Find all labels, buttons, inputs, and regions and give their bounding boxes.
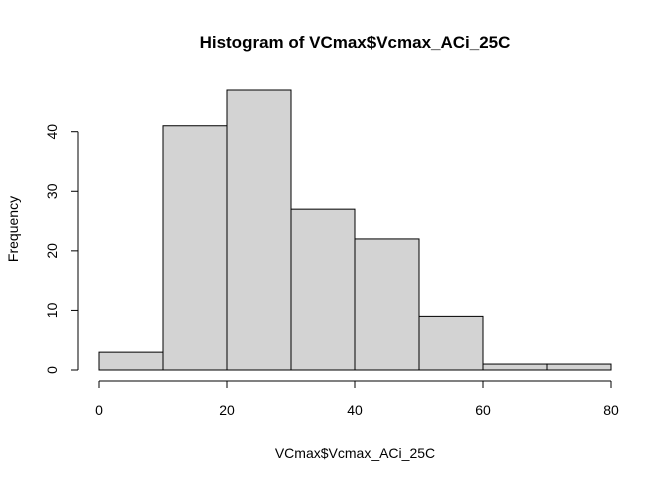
y-tick-label: 40 xyxy=(44,124,60,140)
y-tick-label: 0 xyxy=(44,366,60,374)
chart-title: Histogram of VCmax$Vcmax_ACi_25C xyxy=(200,33,511,52)
x-tick-label: 0 xyxy=(95,402,103,418)
y-axis: 0 10 20 30 40 xyxy=(44,124,79,374)
histogram-bar-6 xyxy=(482,363,548,371)
x-tick-label: 60 xyxy=(475,402,491,418)
histogram-bar-0 xyxy=(98,351,164,371)
x-axis-title: VCmax$Vcmax_ACi_25C xyxy=(275,445,435,461)
y-tick-label: 10 xyxy=(44,302,60,318)
histogram-bar-5 xyxy=(418,315,484,371)
x-axis: 0 20 40 60 80 xyxy=(95,380,619,418)
histogram-bar-3 xyxy=(290,208,356,371)
histogram-bar-1 xyxy=(162,125,228,371)
histogram-bar-7 xyxy=(546,363,612,371)
histogram-bars xyxy=(98,89,612,371)
y-axis-title: Frequency xyxy=(5,196,21,262)
y-tick-label: 30 xyxy=(44,183,60,199)
x-tick-label: 80 xyxy=(603,402,619,418)
x-tick-label: 20 xyxy=(219,402,235,418)
histogram-bar-2 xyxy=(226,89,292,371)
x-tick-label: 40 xyxy=(347,402,363,418)
y-tick-label: 20 xyxy=(44,243,60,259)
histogram-bar-4 xyxy=(354,238,420,371)
